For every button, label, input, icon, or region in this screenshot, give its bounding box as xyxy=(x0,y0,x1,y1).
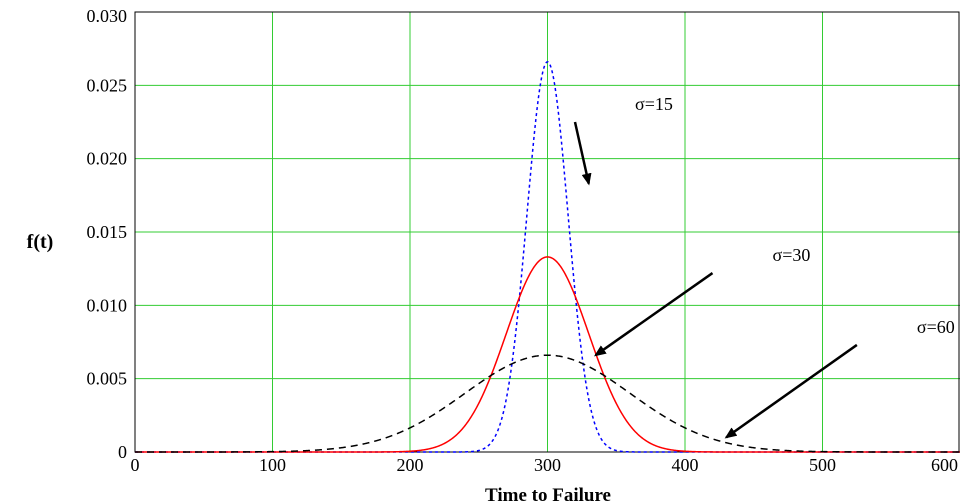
series-line-1 xyxy=(135,61,960,453)
x-tick-label: 400 xyxy=(672,455,699,475)
x-tick-label: 200 xyxy=(397,455,424,475)
annotation-label: σ=30 xyxy=(773,245,811,265)
y-tick-label: 0 xyxy=(118,442,127,462)
x-tick-label: 0 xyxy=(131,455,140,475)
annotations: σ=15 σ=30 σ=60 xyxy=(573,94,955,439)
y-tick-label: 0.030 xyxy=(87,6,128,26)
y-tick-label: 0.020 xyxy=(87,149,128,169)
annotation-label: σ=15 xyxy=(635,94,673,114)
grid xyxy=(135,12,960,452)
y-tick-label: 0.010 xyxy=(87,295,128,315)
x-tick-label: 300 xyxy=(534,455,561,475)
y-tick-label: 0.015 xyxy=(87,222,128,242)
y-tick-label: 0.025 xyxy=(87,75,128,95)
x-tick-label: 100 xyxy=(259,455,286,475)
annotation-arrow xyxy=(724,343,858,439)
x-tick-label: 500 xyxy=(809,455,836,475)
annotation-arrow xyxy=(573,121,592,186)
plot-frame xyxy=(134,11,960,453)
series-line-3 xyxy=(135,354,960,453)
y-tick-label: 0.005 xyxy=(87,369,128,389)
tick-labels: 0 100 200 300 400 500 600 0 0.005 0.010 0.015 0.020… xyxy=(87,6,959,475)
annotation-label: σ=60 xyxy=(917,317,955,337)
y-axis-label: f(t) xyxy=(27,231,54,253)
x-axis-label: Time to Failure xyxy=(485,485,611,504)
series-curves xyxy=(135,61,960,453)
x-tick-label: 600 xyxy=(931,455,958,475)
annotation-arrow xyxy=(593,272,714,357)
